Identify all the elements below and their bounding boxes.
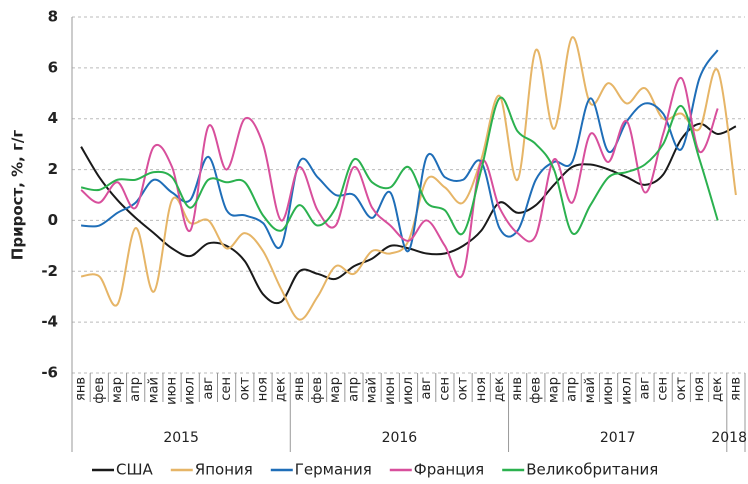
x-group-label: 2015 — [163, 430, 199, 446]
x-tick-label: фев — [528, 377, 543, 404]
x-group-label: 2018 — [711, 430, 747, 446]
x-tick-label: ноя — [255, 377, 270, 401]
x-tick-label: мар — [328, 377, 343, 403]
y-tick-label: 4 — [48, 109, 58, 127]
x-tick-label: апр — [565, 377, 580, 402]
x-tick-label: июн — [165, 377, 180, 405]
x-tick-label: июл — [183, 377, 198, 405]
x-tick-label: ноя — [692, 377, 707, 401]
x-tick-label: фев — [92, 377, 107, 404]
series-line — [80, 36, 737, 321]
y-tick-label: -4 — [41, 313, 58, 331]
series-line — [80, 96, 719, 236]
x-tick-label: дек — [492, 377, 507, 402]
x-tick-label: июн — [601, 377, 616, 405]
x-tick-label: окт — [237, 377, 252, 401]
x-tick-label: дек — [710, 377, 725, 402]
x-tick-label: дек — [274, 377, 289, 402]
x-tick-label: апр — [128, 377, 143, 402]
x-tick-label: сен — [437, 377, 452, 401]
x-group-label: 2016 — [382, 430, 418, 446]
y-tick-label: 8 — [48, 8, 58, 26]
legend-label: Франция — [414, 461, 484, 479]
x-tick-label: фев — [310, 377, 325, 404]
series-line — [81, 49, 719, 252]
y-tick-label: 0 — [48, 211, 58, 229]
legend-label: Япония — [195, 461, 253, 479]
x-tick-label: июл — [401, 377, 416, 405]
x-tick-label: сен — [656, 377, 671, 401]
x-tick-label: июл — [619, 377, 634, 405]
legend-label: Великобритания — [526, 461, 658, 479]
x-tick-label: мар — [110, 377, 125, 403]
x-tick-label: авг — [637, 377, 652, 400]
x-tick-label: окт — [674, 377, 689, 401]
x-tick-label: апр — [346, 377, 361, 402]
x-tick-label: янв — [74, 377, 89, 401]
legend-label: Германия — [295, 461, 372, 479]
series-line — [80, 122, 737, 305]
x-tick-label: янв — [728, 377, 743, 401]
x-tick-label: сен — [219, 377, 234, 401]
series-line — [80, 77, 719, 279]
x-tick-label: ноя — [474, 377, 489, 401]
x-tick-label: авг — [419, 377, 434, 400]
y-tick-label: 6 — [48, 58, 58, 76]
x-group-label: 2017 — [600, 430, 636, 446]
x-tick-label: май — [365, 377, 380, 403]
y-tick-label: -6 — [41, 364, 58, 382]
y-tick-label: -2 — [41, 262, 58, 280]
x-tick-label: май — [146, 377, 161, 403]
x-tick-label: июн — [383, 377, 398, 405]
x-tick-label: май — [583, 377, 598, 403]
x-tick-label: мар — [547, 377, 562, 403]
y-tick-label: 2 — [48, 160, 58, 178]
x-tick-label: янв — [510, 377, 525, 401]
x-tick-label: янв — [292, 377, 307, 401]
legend-label: США — [116, 461, 154, 479]
x-tick-label: окт — [456, 377, 471, 401]
x-tick-label: авг — [201, 377, 216, 400]
y-axis-label: Прирост, %, г/г — [9, 130, 27, 261]
